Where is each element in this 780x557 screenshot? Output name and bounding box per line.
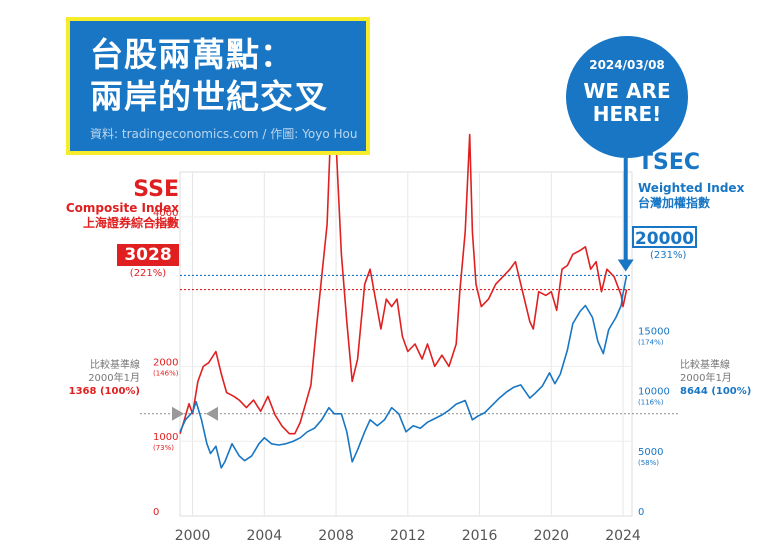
baseline-marker-right: [206, 406, 218, 421]
left-tick-pct: (146%): [153, 369, 179, 377]
sse-title: SSE: [133, 177, 179, 202]
right-tick-label: 5000: [638, 447, 663, 458]
x-tick-label: 2004: [246, 528, 282, 544]
sse-current-pct: (221%): [129, 268, 167, 279]
title-box: 台股兩萬點： 兩岸的世紀交叉 資料: tradingeconomics.com …: [66, 17, 370, 155]
sse-subtitle: Composite Index 上海證券綜合指數: [14, 201, 179, 231]
sse-subtitle-en: Composite Index: [65, 201, 179, 215]
left-tick-label: 0: [153, 507, 159, 518]
title-line-1: 台股兩萬點：: [90, 35, 294, 74]
tsec-subtitle-zh: 台灣加權指數: [638, 196, 711, 210]
right-tick-pct: (174%): [638, 339, 664, 347]
plot-area: [179, 171, 633, 517]
x-tick-label: 2000: [175, 528, 211, 544]
reference-lines: [140, 274, 678, 415]
sse-subtitle-zh: 上海證券綜合指數: [82, 216, 179, 230]
x-tick-label: 2024: [605, 528, 641, 544]
baseline-markers: [172, 406, 218, 421]
source-credit: 資料: tradingeconomics.com / 作圖: Yoyo Hou: [90, 127, 358, 141]
tsec-subtitle-en: Weighted Index: [638, 181, 745, 195]
baseline-label-right: 比較基準線 2000年1月 8644 (100%): [680, 359, 770, 398]
left-tick-label: 1000: [153, 432, 178, 443]
right-tick-label: 15000: [638, 327, 670, 338]
baseline-marker-left: [172, 406, 184, 421]
baseline-date-right: 2000年1月: [680, 373, 732, 384]
axes: 2000 2004 2008 2012 2016 2020 2024 0 1000(73%) 20…: [153, 208, 670, 544]
tsec-current-badge: 20000: [632, 226, 697, 249]
left-tick-label: 2000: [153, 357, 178, 368]
baseline-title-left: 比較基準線: [90, 360, 140, 371]
baseline-date-left: 2000年1月: [88, 373, 140, 384]
x-tick-label: 2020: [533, 528, 569, 544]
right-tick-label: 10000: [638, 387, 670, 398]
callout-text: WE ARE HERE!: [566, 80, 688, 126]
baseline-tsec-value: 8644 (100%): [680, 386, 752, 397]
series-group: [179, 81, 628, 469]
series-line-tsec: [179, 275, 628, 469]
series-line-sse: [179, 81, 628, 435]
left-tick-pct: (73%): [153, 444, 174, 452]
callout-date: 2024/03/08: [589, 58, 665, 72]
sse-current-badge: 3028: [117, 244, 179, 266]
left-tick-pct: (292%): [153, 220, 179, 228]
baseline-title-right: 比較基準線: [680, 360, 730, 371]
left-tick-label: 4000: [153, 208, 178, 219]
x-tick-label: 2008: [318, 528, 354, 544]
callout-text-line-1: WE ARE: [583, 79, 671, 103]
right-tick-pct: (58%): [638, 459, 659, 467]
baseline-sse-value: 1368 (100%): [68, 386, 140, 397]
grid: [180, 172, 632, 516]
right-tick-label: 0: [638, 507, 644, 518]
callout-circle: 2024/03/08 WE ARE HERE!: [566, 36, 688, 158]
right-tick-pct: (116%): [638, 399, 664, 407]
baseline-label-left: 比較基準線 2000年1月 1368 (100%): [60, 359, 140, 398]
title-line-2: 兩岸的世紀交叉: [90, 77, 328, 116]
tsec-title: TSEC: [638, 150, 701, 175]
x-tick-label: 2016: [462, 528, 498, 544]
tsec-subtitle: Weighted Index 台灣加權指數: [638, 181, 744, 211]
x-tick-label: 2012: [390, 528, 426, 544]
callout-text-line-2: HERE!: [592, 102, 662, 126]
tsec-current-pct: (231%): [650, 250, 687, 261]
callout-arrow: [617, 158, 634, 272]
arrow-head: [617, 259, 634, 272]
